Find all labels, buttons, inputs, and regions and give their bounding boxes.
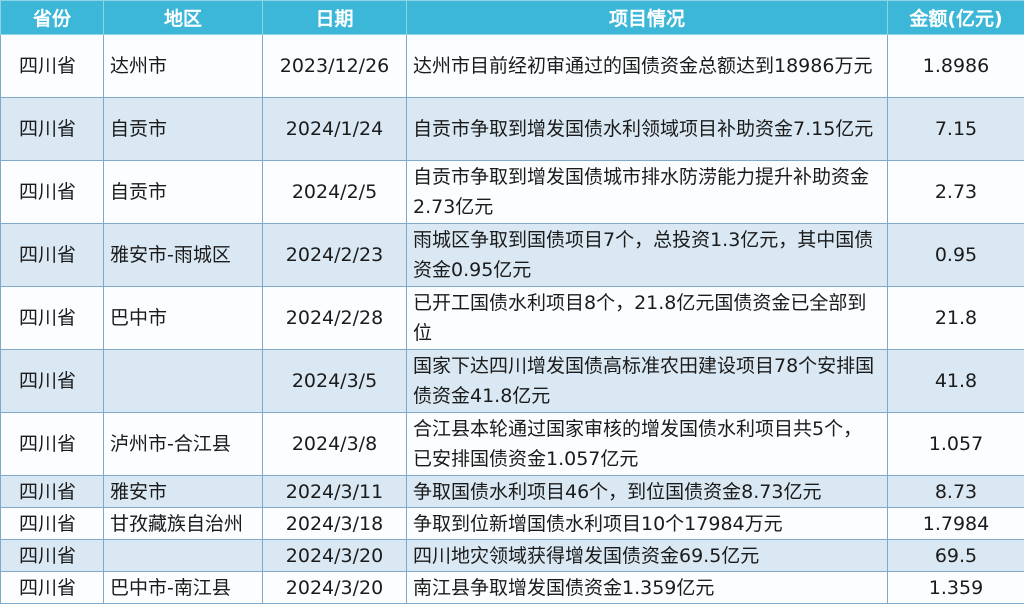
cell-province: 四川省 bbox=[0, 475, 104, 508]
cell-province: 四川省 bbox=[0, 34, 104, 98]
cell-date: 2024/2/23 bbox=[262, 223, 407, 287]
cell-amount: 1.057 bbox=[887, 412, 1024, 476]
cell-region: 泸州市-合江县 bbox=[103, 412, 263, 476]
header-date: 日期 bbox=[262, 0, 407, 35]
header-project: 项目情况 bbox=[406, 0, 888, 35]
cell-region: 达州市 bbox=[103, 34, 263, 98]
cell-amount: 8.73 bbox=[887, 475, 1024, 508]
cell-region bbox=[103, 349, 263, 413]
cell-region: 甘孜藏族自治州 bbox=[103, 507, 263, 540]
cell-province: 四川省 bbox=[0, 539, 104, 572]
cell-project: 争取到位新增国债水利项目10个17984万元 bbox=[406, 507, 888, 540]
header-region: 地区 bbox=[103, 0, 263, 35]
table-row: 四川省 泸州市-合江县 2024/3/8 合江县本轮通过国家审核的增发国债水利项目共5… bbox=[0, 412, 1024, 476]
cell-amount: 1.8986 bbox=[887, 34, 1024, 98]
cell-province: 四川省 bbox=[0, 160, 104, 224]
cell-project: 达州市目前经初审通过的国债资金总额达到18986万元 bbox=[406, 34, 888, 98]
cell-region: 雅安市-雨城区 bbox=[103, 223, 263, 287]
cell-region: 巴中市 bbox=[103, 286, 263, 350]
cell-project: 国家下达四川增发国债高标准农田建设项目78个安排国债资金41.8亿元 bbox=[406, 349, 888, 413]
cell-project: 自贡市争取到增发国债水利领域项目补助资金7.15亿元 bbox=[406, 97, 888, 161]
table-row: 四川省 2024/3/5 国家下达四川增发国债高标准农田建设项目78个安排国债资金4… bbox=[0, 349, 1024, 413]
table-body: 四川省 达州市 2023/12/26 达州市目前经初审通过的国债资金总额达到18986… bbox=[0, 34, 1024, 604]
table-row: 四川省 自贡市 2024/2/5 自贡市争取到增发国债城市排水防涝能力提升补助资金2.… bbox=[0, 160, 1024, 224]
cell-date: 2024/3/20 bbox=[262, 539, 407, 572]
cell-amount: 7.15 bbox=[887, 97, 1024, 161]
cell-project: 雨城区争取到国债项目7个，总投资1.3亿元，其中国债资金0.95亿元 bbox=[406, 223, 888, 287]
cell-province: 四川省 bbox=[0, 223, 104, 287]
table-row: 四川省 自贡市 2024/1/24 自贡市争取到增发国债水利领域项目补助资金7.15亿… bbox=[0, 97, 1024, 161]
cell-project: 已开工国债水利项目8个，21.8亿元国债资金已全部到位 bbox=[406, 286, 888, 350]
cell-province: 四川省 bbox=[0, 571, 104, 604]
cell-province: 四川省 bbox=[0, 349, 104, 413]
cell-region: 巴中市-南江县 bbox=[103, 571, 263, 604]
cell-project: 四川地灾领域获得增发国债资金69.5亿元 bbox=[406, 539, 888, 572]
header-amount: 金额(亿元) bbox=[887, 0, 1024, 35]
cell-region: 雅安市 bbox=[103, 475, 263, 508]
cell-date: 2024/3/20 bbox=[262, 571, 407, 604]
table-row: 四川省 甘孜藏族自治州 2024/3/18 争取到位新增国债水利项目10个17984万… bbox=[0, 507, 1024, 540]
cell-date: 2024/2/28 bbox=[262, 286, 407, 350]
cell-region bbox=[103, 539, 263, 572]
cell-project: 南江县争取增发国债资金1.359亿元 bbox=[406, 571, 888, 604]
table-row: 四川省 雅安市 2024/3/11 争取国债水利项目46个，到位国债资金8.73亿元 8… bbox=[0, 475, 1024, 508]
cell-project: 争取国债水利项目46个，到位国债资金8.73亿元 bbox=[406, 475, 888, 508]
cell-province: 四川省 bbox=[0, 507, 104, 540]
header-row: 省份 地区 日期 项目情况 金额(亿元) bbox=[0, 0, 1024, 35]
cell-project: 自贡市争取到增发国债城市排水防涝能力提升补助资金2.73亿元 bbox=[406, 160, 888, 224]
table-row: 四川省 2024/3/20 四川地灾领域获得增发国债资金69.5亿元 69.5 bbox=[0, 539, 1024, 572]
cell-province: 四川省 bbox=[0, 412, 104, 476]
header-province: 省份 bbox=[0, 0, 104, 35]
cell-amount: 0.95 bbox=[887, 223, 1024, 287]
cell-date: 2024/3/8 bbox=[262, 412, 407, 476]
cell-date: 2024/3/18 bbox=[262, 507, 407, 540]
cell-province: 四川省 bbox=[0, 97, 104, 161]
table-row: 四川省 达州市 2023/12/26 达州市目前经初审通过的国债资金总额达到18986… bbox=[0, 34, 1024, 98]
cell-amount: 2.73 bbox=[887, 160, 1024, 224]
cell-region: 自贡市 bbox=[103, 160, 263, 224]
table-row: 四川省 雅安市-雨城区 2024/2/23 雨城区争取到国债项目7个，总投资1.3亿元… bbox=[0, 223, 1024, 287]
cell-amount: 69.5 bbox=[887, 539, 1024, 572]
cell-amount: 41.8 bbox=[887, 349, 1024, 413]
cell-amount: 1.7984 bbox=[887, 507, 1024, 540]
cell-date: 2024/2/5 bbox=[262, 160, 407, 224]
cell-date: 2024/3/11 bbox=[262, 475, 407, 508]
table-row: 四川省 巴中市-南江县 2024/3/20 南江县争取增发国债资金1.359亿元 1.3… bbox=[0, 571, 1024, 604]
cell-region: 自贡市 bbox=[103, 97, 263, 161]
cell-date: 2024/1/24 bbox=[262, 97, 407, 161]
cell-date: 2024/3/5 bbox=[262, 349, 407, 413]
cell-amount: 1.359 bbox=[887, 571, 1024, 604]
cell-province: 四川省 bbox=[0, 286, 104, 350]
cell-amount: 21.8 bbox=[887, 286, 1024, 350]
cell-project: 合江县本轮通过国家审核的增发国债水利项目共5个，已安排国债资金1.057亿元 bbox=[406, 412, 888, 476]
table-row: 四川省 巴中市 2024/2/28 已开工国债水利项目8个，21.8亿元国债资金已全部… bbox=[0, 286, 1024, 350]
cell-date: 2023/12/26 bbox=[262, 34, 407, 98]
